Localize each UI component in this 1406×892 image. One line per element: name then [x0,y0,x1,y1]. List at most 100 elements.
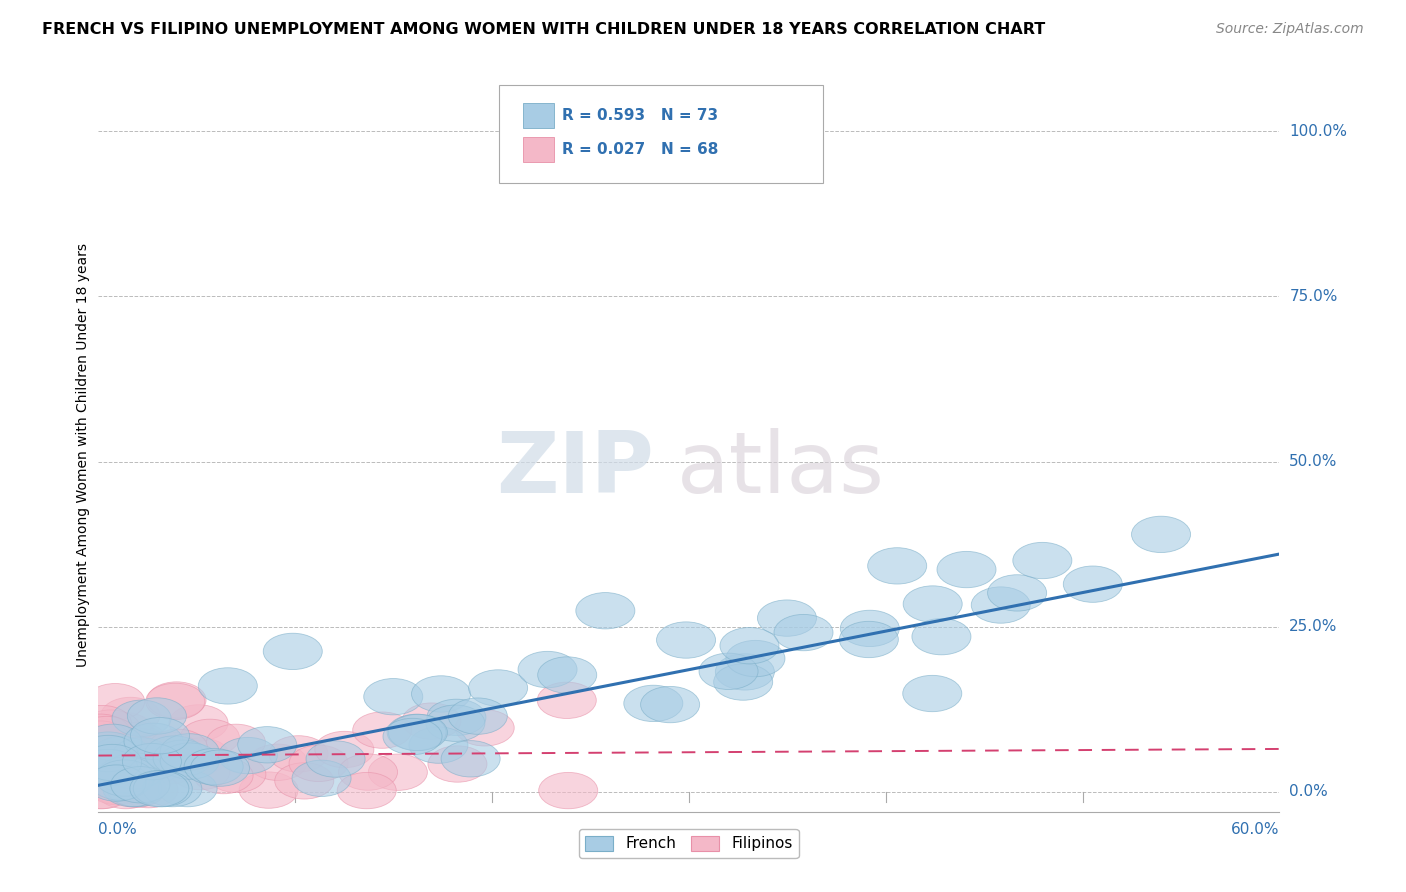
Ellipse shape [274,763,333,799]
Ellipse shape [94,713,153,748]
Ellipse shape [114,751,173,787]
Ellipse shape [90,732,149,769]
Ellipse shape [238,727,297,763]
Ellipse shape [699,653,758,690]
Ellipse shape [160,743,219,780]
Ellipse shape [90,740,149,777]
Ellipse shape [83,744,142,780]
Ellipse shape [83,724,142,761]
Ellipse shape [148,681,207,718]
Text: FRENCH VS FILIPINO UNEMPLOYMENT AMONG WOMEN WITH CHILDREN UNDER 18 YEARS CORRELA: FRENCH VS FILIPINO UNEMPLOYMENT AMONG WO… [42,22,1046,37]
Ellipse shape [409,727,468,764]
Ellipse shape [89,738,148,774]
Ellipse shape [427,746,486,782]
Ellipse shape [98,739,157,775]
Ellipse shape [96,772,155,809]
Ellipse shape [207,724,266,761]
Ellipse shape [868,548,927,584]
Ellipse shape [107,723,166,758]
Text: 50.0%: 50.0% [1289,454,1337,469]
Ellipse shape [972,587,1031,624]
Ellipse shape [70,721,129,757]
Ellipse shape [538,772,598,809]
Ellipse shape [131,732,190,768]
Ellipse shape [576,592,636,629]
Ellipse shape [141,732,200,768]
Ellipse shape [449,698,508,734]
Ellipse shape [170,754,229,789]
Ellipse shape [716,654,775,690]
Ellipse shape [339,754,398,790]
Ellipse shape [936,551,995,588]
Ellipse shape [117,746,176,782]
Text: 75.0%: 75.0% [1289,289,1337,304]
Text: 25.0%: 25.0% [1289,619,1337,634]
Text: atlas: atlas [678,427,886,511]
Ellipse shape [170,738,229,774]
Ellipse shape [249,744,308,780]
Ellipse shape [720,627,779,664]
Ellipse shape [537,657,596,693]
Ellipse shape [194,757,253,794]
Ellipse shape [107,771,166,807]
Y-axis label: Unemployment Among Women with Children Under 18 years: Unemployment Among Women with Children U… [76,243,90,667]
Ellipse shape [107,771,166,806]
Ellipse shape [198,668,257,704]
Ellipse shape [105,739,165,775]
Ellipse shape [427,699,486,736]
Ellipse shape [79,732,138,768]
Ellipse shape [118,752,177,788]
Ellipse shape [97,740,156,777]
Ellipse shape [93,733,152,769]
Ellipse shape [82,732,141,769]
Ellipse shape [111,766,170,803]
Text: R = 0.593   N = 73: R = 0.593 N = 73 [562,108,718,122]
Ellipse shape [426,705,485,741]
Ellipse shape [441,740,501,777]
Ellipse shape [1012,542,1071,579]
Ellipse shape [105,753,165,789]
Ellipse shape [624,685,683,722]
Ellipse shape [290,745,349,781]
Ellipse shape [263,633,322,670]
Ellipse shape [72,772,131,809]
Ellipse shape [103,771,162,806]
Ellipse shape [70,772,129,809]
Ellipse shape [657,622,716,658]
Ellipse shape [839,622,898,657]
Ellipse shape [96,760,155,797]
Ellipse shape [122,747,181,784]
Ellipse shape [912,618,972,655]
Ellipse shape [80,742,139,779]
Ellipse shape [76,731,135,767]
Ellipse shape [101,698,160,733]
Ellipse shape [239,772,298,808]
Ellipse shape [537,682,596,718]
Ellipse shape [292,760,352,797]
Ellipse shape [124,723,183,759]
Ellipse shape [269,736,328,772]
Ellipse shape [90,764,149,800]
Text: 60.0%: 60.0% [1232,822,1279,837]
Ellipse shape [468,670,527,706]
Ellipse shape [364,679,423,714]
Ellipse shape [111,738,170,774]
Ellipse shape [412,676,471,712]
Ellipse shape [73,706,132,742]
Ellipse shape [139,747,198,784]
Ellipse shape [145,736,204,772]
Ellipse shape [143,771,202,806]
Ellipse shape [70,714,129,750]
Ellipse shape [97,733,156,770]
Ellipse shape [79,742,138,779]
Ellipse shape [160,734,219,770]
Ellipse shape [388,714,447,751]
Ellipse shape [1063,566,1122,602]
Ellipse shape [315,731,374,768]
Ellipse shape [77,716,136,753]
Ellipse shape [84,762,143,798]
Ellipse shape [105,724,165,761]
Ellipse shape [79,735,138,772]
Ellipse shape [134,771,193,806]
Ellipse shape [387,714,446,750]
